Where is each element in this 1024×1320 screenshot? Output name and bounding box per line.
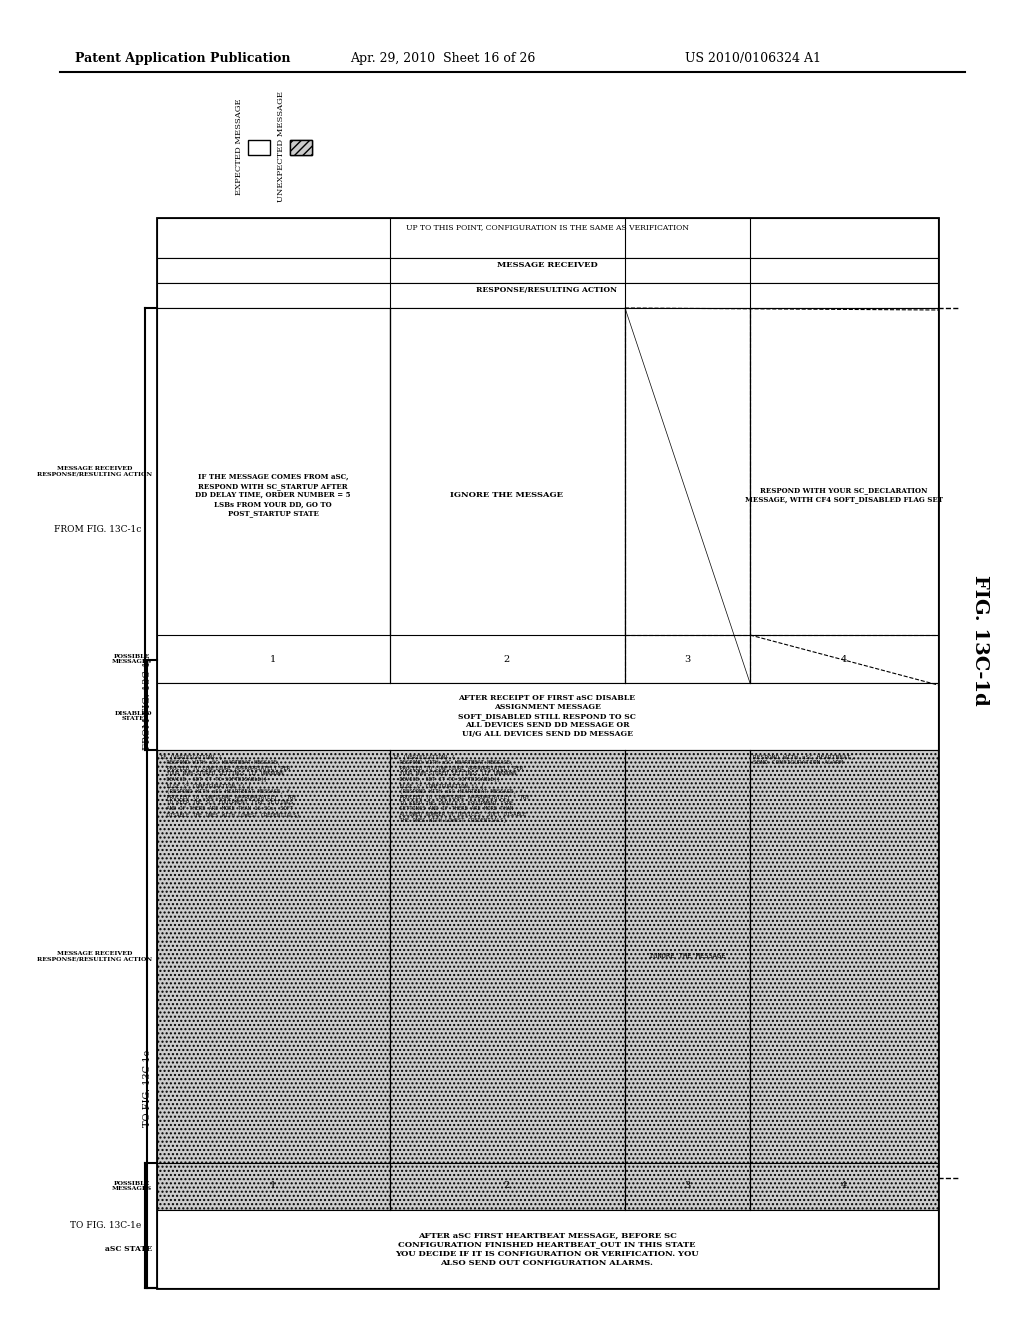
Text: MESSAGE RECEIVED
RESPONSE/RESULTING ACTION: MESSAGE RECEIVED RESPONSE/RESULTING ACTI… [37, 466, 152, 477]
Text: 4: 4 [841, 1181, 847, 1191]
Bar [390, 308, 625, 682]
Text: RESPONSE/RESULTING ACTION: RESPONSE/RESULTING ACTION [476, 286, 617, 294]
Bar [750, 750, 938, 1163]
Bar [248, 140, 270, 154]
Text: UP TO THIS POINT, CONFIGURATION IS THE SAME AS VERIFICATION: UP TO THIS POINT, CONFIGURATION IS THE S… [406, 223, 688, 231]
Text: IF {VERIFICATION} {
  RESPOND WITH aSC HEARTBEAT MESSAGE,
  PROCEED TO CONFIGURE: IF {VERIFICATION} { RESPOND WITH aSC HEA… [393, 754, 529, 822]
Text: 2: 2 [504, 1181, 510, 1191]
Text: FROM FIG. 13C-1c: FROM FIG. 13C-1c [143, 655, 153, 750]
Bar [390, 750, 625, 1163]
Text: MESSAGE RECEIVED: MESSAGE RECEIVED [497, 261, 597, 269]
Text: POSSIBLE
MESSAGES: POSSIBLE MESSAGES [112, 653, 152, 664]
Bar [157, 218, 938, 1288]
Bar [157, 308, 390, 682]
Text: IF THE MESSAGE COMES FROM aSC,
RESPOND WITH SC_STARTUP AFTER
DD DELAY TIME, ORDE: IF THE MESSAGE COMES FROM aSC, RESPOND W… [196, 473, 351, 517]
Text: 2: 2 [504, 655, 510, 664]
Bar [157, 635, 938, 682]
Text: TO FIG. 13C-1e: TO FIG. 13C-1e [70, 1221, 141, 1229]
Bar [157, 257, 938, 282]
Bar [625, 1163, 750, 1210]
Text: IF {VERIFICATION} {
  RESPOND WITH aSC HEARTBEAT MESSAGE,
  PROCEED TO CONFIGURE: IF {VERIFICATION} { RESPOND WITH aSC HEA… [160, 754, 300, 817]
Text: 4: 4 [841, 655, 847, 664]
Text: FROM FIG. 13C-1c: FROM FIG. 13C-1c [53, 524, 141, 533]
Text: IGNORE THE MESSAGE: IGNORE THE MESSAGE [649, 953, 725, 960]
Text: 1: 1 [270, 655, 276, 664]
Bar [157, 1163, 390, 1210]
Bar [157, 282, 938, 308]
Bar [157, 218, 938, 257]
Bar [625, 308, 750, 682]
Bar [157, 1210, 938, 1288]
Bar [157, 750, 390, 1163]
Text: UNEXPECTED MESSAGE: UNEXPECTED MESSAGE [278, 91, 285, 202]
Text: TO FIG. 13C-1e: TO FIG. 13C-1e [143, 1049, 153, 1127]
Text: Patent Application Publication: Patent Application Publication [75, 51, 291, 65]
Text: Apr. 29, 2010  Sheet 16 of 26: Apr. 29, 2010 Sheet 16 of 26 [350, 51, 536, 65]
Bar [290, 140, 312, 154]
Text: DISABLED
STATE: DISABLED STATE [115, 710, 152, 722]
Text: FIG. 13C-1d: FIG. 13C-1d [971, 574, 989, 705]
Text: AFTER RECEIPT OF FIRST aSC DISABLE
ASSIGNMENT MESSAGE
SOFT_DISABLED STILL RESPON: AFTER RECEIPT OF FIRST aSC DISABLE ASSIG… [458, 693, 636, 738]
Text: AFTER aSC FIRST HEARTBEAT MESSAGE, BEFORE SC
CONFIGURATION FINISHED HEARTBEAT_OU: AFTER aSC FIRST HEARTBEAT MESSAGE, BEFOR… [395, 1232, 698, 1267]
Text: MESSAGE RECEIVED
RESPONSE/RESULTING ACTION: MESSAGE RECEIVED RESPONSE/RESULTING ACTI… [37, 950, 152, 961]
Bar [157, 682, 938, 750]
Bar [625, 750, 750, 1163]
Text: EXPECTED MESSAGE: EXPECTED MESSAGE [234, 99, 243, 195]
Text: RESPOND WITH aSC_HEARTBEAT,
SEND CONFIGURATION ALARM: RESPOND WITH aSC_HEARTBEAT, SEND CONFIGU… [753, 754, 854, 766]
Text: 3: 3 [684, 1181, 690, 1191]
Bar [290, 140, 312, 154]
Bar [750, 308, 938, 682]
Text: IGNORE THE MESSAGE: IGNORE THE MESSAGE [451, 491, 563, 499]
Text: 1: 1 [270, 1181, 276, 1191]
Text: POSSIBLE
MESSAGES: POSSIBLE MESSAGES [112, 1180, 152, 1192]
Bar [750, 1163, 938, 1210]
Text: 3: 3 [684, 655, 690, 664]
Text: aSC STATE: aSC STATE [104, 1245, 152, 1253]
Text: RESPOND WITH YOUR SC_DECLARATION
MESSAGE, WITH CF4 SOFT_DISABLED FLAG SET: RESPOND WITH YOUR SC_DECLARATION MESSAGE… [745, 486, 943, 504]
Bar [390, 1163, 625, 1210]
Text: US 2010/0106324 A1: US 2010/0106324 A1 [685, 51, 821, 65]
